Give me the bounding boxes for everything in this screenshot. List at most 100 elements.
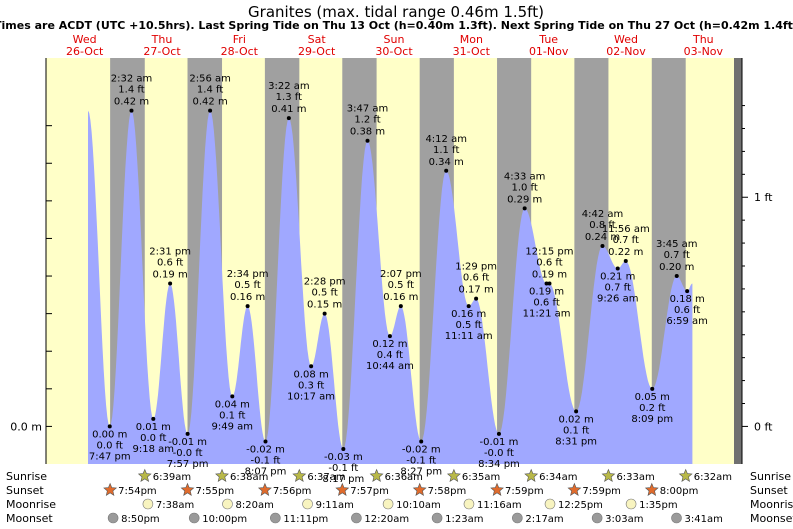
tide-label: 9:26 am <box>597 294 639 305</box>
tide-label: 8:27 pm <box>400 466 442 477</box>
tide-label: 0.19 m <box>529 287 564 298</box>
day-weekday-label: Wed <box>614 33 638 46</box>
tide-label: 1.3 ft <box>276 92 302 103</box>
moonrise-moon-icon <box>463 498 475 510</box>
tide-label: 11:21 am <box>523 309 571 320</box>
low-tide-point <box>185 431 190 436</box>
day-weekday-label: Thu <box>692 33 714 46</box>
astro-row-label-right: Moonset <box>750 512 793 525</box>
tide-label: 0.42 m <box>114 97 149 108</box>
day-date-label: 30-Oct <box>375 45 413 58</box>
astro-time-label: 7:58pm <box>428 486 467 497</box>
tide-label: 0.38 m <box>350 127 385 138</box>
moonrise-moon-icon <box>222 498 233 510</box>
astro-row-label-left: Sunset <box>6 484 44 497</box>
tide-label: 1.4 ft <box>118 85 144 96</box>
sunset-star-icon <box>567 482 582 496</box>
tide-label: 2:28 pm <box>304 277 346 288</box>
day-date-label: 29-Oct <box>298 45 336 58</box>
high-tide-point <box>522 206 527 211</box>
high-tide-point <box>444 168 449 173</box>
tide-label: 8:31 pm <box>555 436 597 447</box>
sunrise-star-icon <box>446 468 461 482</box>
tide-label: 0.5 ft <box>456 320 482 331</box>
tide-label: 0.02 m <box>559 414 594 425</box>
tide-label: 0.16 m <box>230 292 265 303</box>
tide-label: 9:18 am <box>133 444 175 455</box>
tide-label: 0.05 m <box>635 392 670 403</box>
tide-label: 0.6 ft <box>536 258 562 269</box>
day-date-label: 02-Nov <box>606 45 646 58</box>
astro-time-label: 7:57pm <box>350 486 389 497</box>
moonset-moon-icon <box>107 512 119 524</box>
low-tide-point <box>544 281 549 286</box>
tide-label: 1.1 ft <box>433 145 459 156</box>
tide-label: 3:22 am <box>268 81 310 92</box>
tide-label: 0.21 m <box>600 272 635 283</box>
tide-label: -0.1 ft <box>328 463 358 474</box>
moonset-moon-icon <box>270 512 281 524</box>
high-tide-point <box>547 281 552 286</box>
astro-row-label-left: Moonset <box>6 512 53 525</box>
moonrise-moon-icon <box>142 498 154 510</box>
high-tide-point <box>365 138 370 143</box>
moonrise-moon-icon <box>625 498 637 510</box>
low-tide-point <box>341 446 346 451</box>
astro-time-label: 6:35am <box>462 472 500 483</box>
day-date-label: 27-Oct <box>143 45 181 58</box>
high-tide-point <box>208 108 213 113</box>
moonrise-moon-icon <box>544 498 556 510</box>
sunset-star-icon <box>490 482 504 496</box>
tide-label: 0.16 m <box>451 309 486 320</box>
high-tide-point <box>398 304 403 309</box>
astro-row-label-left: Moonrise <box>6 498 56 511</box>
tide-labels: 0.00 m0.0 ft7:47 pm2:32 am1.4 ft0.42 m0.… <box>89 74 708 485</box>
tide-label: 0.41 m <box>271 104 306 115</box>
sunset-star-icon <box>257 482 272 496</box>
moonrise-moon-icon <box>382 498 394 510</box>
tide-label: 0.17 m <box>459 285 494 296</box>
low-tide-point <box>685 289 690 294</box>
astro-time-label: 11:16am <box>477 500 522 511</box>
tide-label: 7:57 pm <box>167 459 209 470</box>
moonset-moon-icon <box>671 512 682 524</box>
chart-right-edge <box>734 58 742 464</box>
tide-curve <box>88 110 693 464</box>
low-tide-point <box>650 386 655 391</box>
astro-row-label-right: Sunset <box>750 484 788 497</box>
astro-row-label-right: Moonrise <box>750 498 793 511</box>
tide-label: 0.08 m <box>294 369 329 380</box>
tide-label: 0.0 ft <box>140 433 166 444</box>
sunset-star-icon <box>412 482 427 496</box>
astro-time-label: 7:56pm <box>273 486 312 497</box>
axes: 0.0 m 1 ft 0 ft <box>10 58 773 464</box>
tide-label: 2:56 am <box>189 74 231 85</box>
day-weekday-label: Sun <box>384 33 405 46</box>
tide-label: -0.01 m <box>480 437 519 448</box>
high-tide-point <box>245 304 250 309</box>
tide-label: 3:45 am <box>656 239 698 250</box>
day-weekday-label: Sat <box>308 33 327 46</box>
sunrise-star-icon <box>292 468 307 482</box>
tide-label: 0.7 ft <box>605 283 631 294</box>
tide-label: 2:07 pm <box>380 269 422 280</box>
day-date-label: 28-Oct <box>221 45 259 58</box>
sunrise-star-icon <box>215 468 229 482</box>
day-weekday-label: Wed <box>73 33 97 46</box>
day-date-label: 01-Nov <box>529 45 569 58</box>
astro-time-label: 11:11pm <box>283 514 328 525</box>
astro-time-label: 6:34am <box>539 472 577 483</box>
tide-label: 0.18 m <box>670 294 705 305</box>
high-tide-point <box>600 243 605 248</box>
sunset-star-icon <box>644 482 659 496</box>
moonset-moon-icon <box>591 512 603 524</box>
high-tide-point <box>129 108 134 113</box>
low-tide-point <box>151 416 156 421</box>
day-labels: Wed26-OctThu27-OctFri28-OctSat29-OctSun3… <box>66 33 724 58</box>
tide-label: 10:44 am <box>366 361 414 372</box>
tide-label: 8:17 pm <box>322 474 364 485</box>
high-tide-point <box>474 296 479 301</box>
moonrise-moon-icon <box>302 498 313 510</box>
tide-label: 0.12 m <box>372 339 407 350</box>
